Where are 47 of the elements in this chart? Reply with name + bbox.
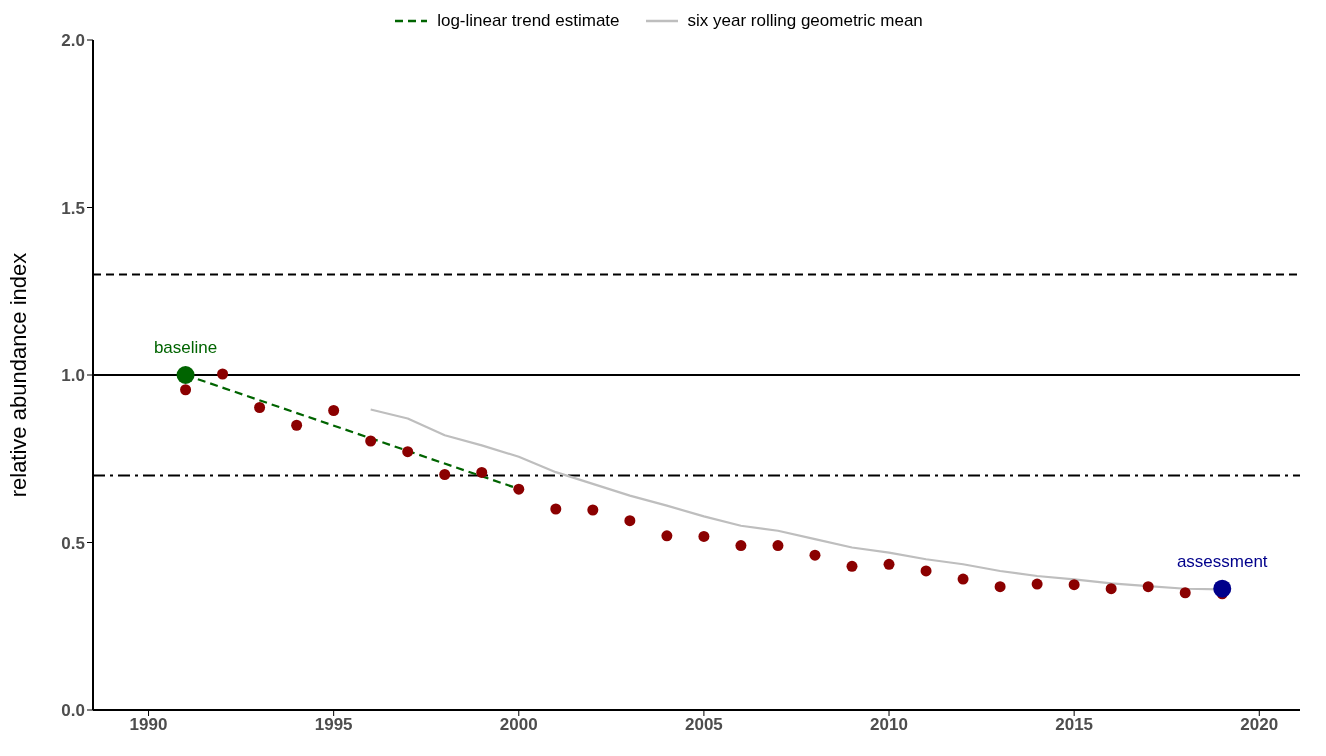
y-tick-label: 0.0 [61, 701, 85, 721]
x-tick-label: 2020 [1240, 715, 1279, 735]
point [846, 560, 858, 572]
point [698, 530, 710, 542]
annotation: baseline [153, 338, 218, 357]
point [1105, 583, 1117, 595]
point [1068, 579, 1080, 591]
y-tick-label: 2.0 [61, 31, 85, 51]
point [550, 503, 562, 515]
point [291, 419, 303, 431]
point [587, 504, 599, 516]
point [1031, 578, 1043, 590]
y-tick-label: 1.0 [61, 366, 85, 386]
point [402, 446, 414, 458]
point [513, 483, 525, 495]
point [624, 515, 636, 527]
x-tick-label: 2015 [1055, 715, 1094, 735]
legend-label: six year rolling geometric mean [687, 11, 923, 31]
y-tick-label: 1.5 [61, 198, 85, 218]
point [1179, 587, 1191, 599]
point [809, 549, 821, 561]
point [176, 366, 195, 384]
y-tick-label: 0.5 [61, 533, 85, 553]
point [735, 540, 747, 552]
point [254, 402, 266, 413]
point [476, 466, 488, 478]
point [365, 435, 377, 447]
point [1142, 581, 1154, 593]
point [920, 565, 932, 577]
point [328, 405, 340, 417]
legend-label: log-linear trend estimate [437, 11, 620, 31]
x-tick-label: 2010 [870, 715, 908, 735]
y-axis-title: relative abundance index [5, 252, 31, 498]
point [439, 469, 451, 480]
point [217, 368, 229, 380]
point [772, 540, 784, 552]
x-tick-label: 2000 [499, 715, 538, 735]
point [1213, 579, 1232, 598]
annotation: assessment [1176, 551, 1268, 571]
x-tick-label: 1990 [129, 715, 168, 735]
x-tick-label: 2005 [684, 715, 723, 735]
x-tick-label: 1995 [314, 715, 353, 735]
point [957, 573, 969, 585]
point [661, 530, 673, 542]
point [180, 384, 192, 396]
point [994, 581, 1006, 593]
point [883, 558, 895, 570]
